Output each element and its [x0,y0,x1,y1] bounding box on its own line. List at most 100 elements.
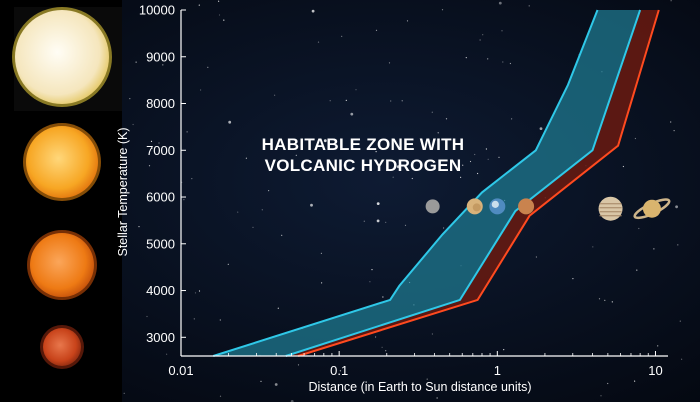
background-star [218,14,221,16]
background-star [121,195,123,197]
background-star [297,364,300,366]
background-star [355,89,357,91]
background-star [600,395,602,397]
background-star [474,153,476,156]
background-star [158,142,160,144]
background-star [401,100,403,102]
background-star [501,30,503,32]
background-star [657,345,659,347]
background-star [487,158,489,160]
orange-star-icon [27,230,97,300]
background-star [572,278,574,280]
background-star [252,226,254,228]
background-star [268,190,270,192]
background-star [321,282,323,284]
background-star [339,370,341,372]
background-star [376,202,380,206]
star-column [12,7,122,369]
background-star [634,137,637,140]
background-star [207,66,209,68]
background-star [431,333,433,335]
background-star [281,141,283,143]
background-star [535,256,538,258]
background-star [445,118,448,120]
background-star [460,176,462,178]
background-star [462,164,464,166]
background-star [503,349,505,351]
saturn-icon [633,198,671,220]
background-star [162,64,164,66]
background-star [228,120,232,124]
chart-title-line-2: VOLCANIC HYDROGEN [265,156,462,175]
background-star [386,388,388,390]
background-star [277,307,279,309]
background-star [227,263,229,265]
background-star [150,140,153,142]
background-star [636,269,638,271]
background-star [441,9,444,11]
y-tick-label: 9000 [146,49,175,64]
y-tick-label: 6000 [146,190,175,205]
background-star [245,157,247,159]
background-star [634,380,636,382]
axes: 3000 4000 5000 6000 7000 8000 9000 10000 0.01 0.1… [139,3,668,378]
background-star [310,203,313,207]
background-star [511,118,513,120]
earth-icon [489,198,506,215]
background-star [198,4,200,6]
background-star [317,41,320,43]
background-star [375,336,377,338]
background-star [670,0,672,2]
outer-edge-band-line [297,9,660,357]
habitable-zone-outer-edge [285,9,642,357]
background-star [295,154,297,156]
background-star [200,89,202,91]
background-star [611,301,613,303]
background-star [219,319,221,321]
habitable-zone-bands [212,9,660,357]
background-star [539,127,543,130]
background-star [436,397,438,399]
background-star [653,248,655,250]
background-star [598,298,601,300]
background-star [592,246,594,248]
background-star [363,220,365,222]
background-star [390,100,392,102]
background-star [369,281,371,283]
background-star [404,224,407,226]
y-tick-label: 5000 [146,236,175,251]
background-star [219,395,222,397]
y-tick-label: 3000 [146,330,175,345]
starfield [121,0,683,402]
background-star [607,382,609,385]
chart-title-line-1: HABITABLE ZONE WITH [262,135,465,154]
background-star [237,211,239,213]
red-star-icon [40,325,84,369]
background-star [194,292,197,294]
background-star [396,165,400,169]
background-star [509,62,511,65]
background-star [485,148,487,150]
outer-edge-band-area [285,10,659,356]
background-star [670,121,672,123]
background-star [381,346,383,348]
mars-icon [518,198,535,215]
yellow-star-icon [23,123,101,201]
background-star [135,61,137,63]
background-star [437,132,439,134]
background-star [166,353,168,355]
background-star [469,160,472,163]
background-star [168,57,170,59]
background-star [146,315,148,318]
background-star [375,151,377,153]
background-star [482,34,484,36]
background-star [465,57,467,59]
y-tick-label: 4000 [146,283,175,298]
background-star [376,219,380,223]
background-star [498,1,502,5]
background-star [502,61,504,63]
background-star [528,5,530,7]
background-star [223,19,225,21]
